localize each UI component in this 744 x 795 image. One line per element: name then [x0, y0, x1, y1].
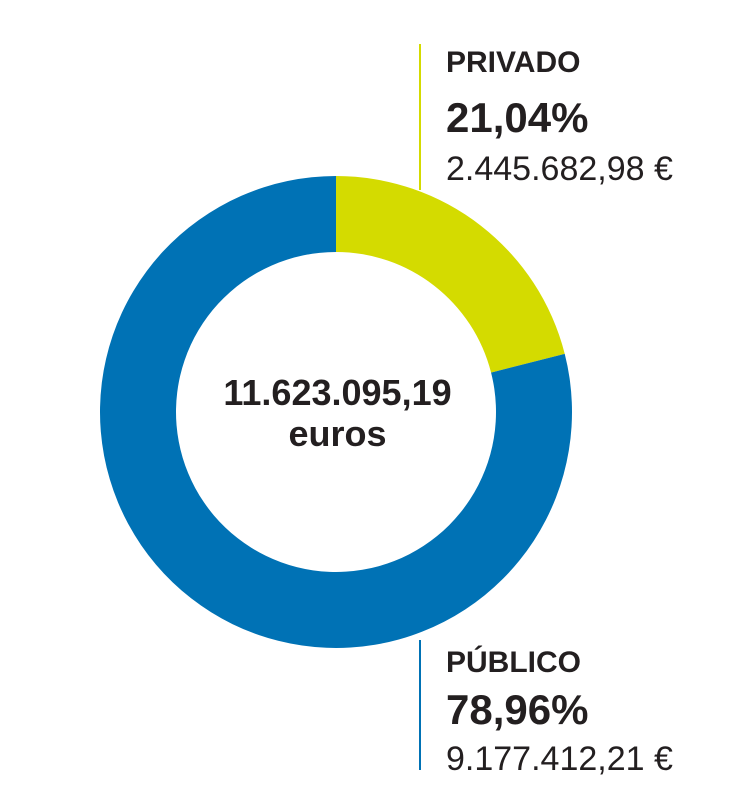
privado-percent: 21,04%: [446, 94, 589, 141]
publico-amount: 9.177.412,21 €: [446, 740, 673, 778]
total-unit: euros: [288, 413, 387, 455]
total-value: 11.623.095,19: [223, 372, 452, 413]
slice-privado: [336, 176, 565, 373]
donut-center-total: 11.623.095,19 euros: [200, 372, 475, 455]
publico-percent: 78,96%: [446, 686, 589, 733]
slice-publico: [100, 176, 573, 648]
privado-amount: 2.445.682,98 €: [446, 150, 673, 188]
publico-label: PÚBLICO: [446, 646, 581, 679]
privado-label: PRIVADO: [446, 46, 581, 79]
